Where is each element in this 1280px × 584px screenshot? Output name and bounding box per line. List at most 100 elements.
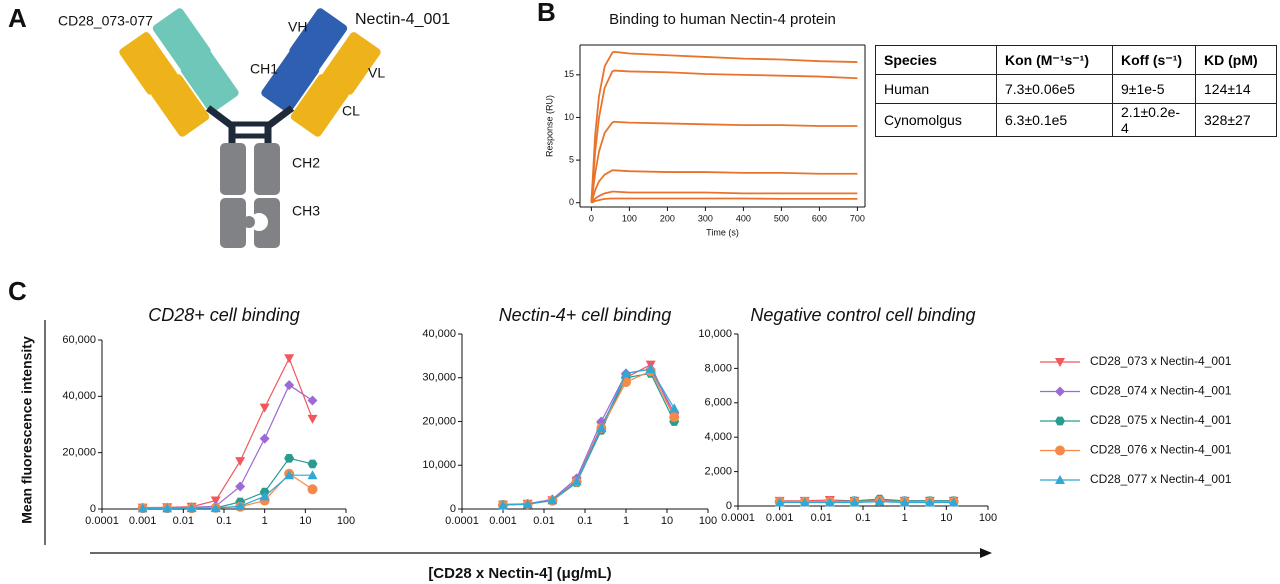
x-tick-label: 100 bbox=[337, 515, 355, 527]
y-tick-label: 8,000 bbox=[704, 362, 732, 374]
disulfide bbox=[232, 121, 268, 139]
marker bbox=[307, 414, 318, 424]
marker bbox=[571, 476, 582, 486]
diagram-label: CH2 bbox=[292, 155, 320, 171]
x-tick-label: 0.0001 bbox=[445, 515, 479, 527]
marker bbox=[824, 497, 835, 507]
diagram-label: CH3 bbox=[292, 203, 320, 219]
marker bbox=[259, 403, 270, 413]
y-tick-label: 0 bbox=[569, 197, 574, 207]
legend-label: CD28_075 x Nectin-4_001 bbox=[1090, 413, 1232, 427]
y-tick-label: 40,000 bbox=[422, 328, 456, 340]
series-line bbox=[590, 169, 858, 203]
legend-label: CD28_077 x Nectin-4_001 bbox=[1090, 472, 1232, 486]
arrow-head bbox=[980, 548, 992, 558]
marker bbox=[774, 497, 785, 507]
x-tick-label: 100 bbox=[622, 213, 637, 223]
chart-title: Nectin-4+ cell binding bbox=[499, 305, 672, 325]
marker bbox=[948, 497, 959, 507]
y-tick-label: 0 bbox=[90, 503, 96, 515]
series-line bbox=[142, 457, 313, 509]
marker bbox=[307, 395, 318, 406]
cell: Human bbox=[875, 74, 997, 104]
diagram-label: VH bbox=[288, 19, 307, 35]
marker bbox=[259, 491, 270, 501]
y-tick-label: 20,000 bbox=[422, 415, 456, 427]
domain bbox=[220, 143, 246, 195]
series-line bbox=[502, 370, 675, 506]
x-tick-label: 1 bbox=[902, 512, 908, 524]
x-tick-label: 500 bbox=[774, 213, 789, 223]
marker bbox=[235, 501, 246, 511]
domain bbox=[152, 8, 211, 71]
marker bbox=[498, 500, 508, 510]
series-line bbox=[502, 368, 675, 506]
cell: 124±14 bbox=[1195, 74, 1277, 104]
marker bbox=[210, 496, 221, 506]
marker bbox=[924, 497, 935, 507]
marker bbox=[235, 481, 246, 492]
diagram-label: CL bbox=[342, 103, 360, 119]
x-tick-label: 400 bbox=[736, 213, 751, 223]
x-tick-label: 0.001 bbox=[766, 512, 794, 524]
series-line bbox=[142, 384, 313, 509]
marker bbox=[284, 453, 295, 463]
diagram-label: CD28_073-077 bbox=[58, 13, 153, 29]
domain bbox=[220, 198, 246, 248]
marker bbox=[284, 354, 295, 364]
domain bbox=[261, 50, 320, 113]
cell: 6.3±0.1e5 bbox=[996, 103, 1113, 137]
x-tick-label: 0.1 bbox=[577, 515, 592, 527]
y-tick-label: 5 bbox=[569, 154, 574, 164]
marker bbox=[547, 495, 558, 505]
y-tick-label: 15 bbox=[564, 69, 574, 79]
chart-title: CD28+ cell binding bbox=[148, 305, 300, 325]
y-tick-label: 10,000 bbox=[698, 328, 732, 340]
cell: Cynomolgus bbox=[875, 103, 997, 137]
legend-marker bbox=[1055, 416, 1065, 426]
diagram-label: Nectin-4_001 bbox=[355, 11, 450, 28]
x-tick-label: 1 bbox=[262, 515, 268, 527]
x-tick-label: 200 bbox=[660, 213, 675, 223]
legend-label: CD28_074 x Nectin-4_001 bbox=[1090, 384, 1232, 398]
table-header: Species Kon (M⁻¹s⁻¹) Koff (s⁻¹) KD (pM) bbox=[875, 45, 1277, 75]
x-tick-label: 0.1 bbox=[855, 512, 870, 524]
domain bbox=[322, 32, 381, 95]
series-line bbox=[591, 197, 858, 204]
marker bbox=[307, 484, 318, 495]
y-tick-label: 60,000 bbox=[62, 334, 96, 346]
table-row: Cynomolgus 6.3±0.1e5 2.1±0.2e-4 328±27 bbox=[875, 103, 1277, 137]
series-line bbox=[779, 501, 954, 504]
legend-marker bbox=[1055, 358, 1065, 367]
header-cell: Species bbox=[875, 45, 997, 75]
series-line bbox=[590, 50, 858, 203]
marker bbox=[137, 503, 148, 513]
marker bbox=[645, 364, 656, 373]
legend-marker bbox=[1055, 445, 1065, 456]
marker bbox=[849, 497, 860, 507]
marker bbox=[307, 459, 318, 469]
x-axis-label: [CD28 x Nectin-4] (μg/mL) bbox=[428, 565, 611, 582]
y-tick-label: 30,000 bbox=[422, 372, 456, 384]
marker bbox=[162, 503, 173, 513]
header-cell: Koff (s⁻¹) bbox=[1112, 45, 1196, 75]
series-line bbox=[502, 372, 675, 506]
hinge bbox=[205, 105, 295, 146]
series-line bbox=[590, 190, 858, 204]
marker bbox=[899, 497, 910, 507]
marker bbox=[235, 457, 246, 467]
x-tick-label: 1 bbox=[623, 515, 629, 527]
x-tick-label: 700 bbox=[850, 213, 865, 223]
legend-label: CD28_073 x Nectin-4_001 bbox=[1090, 354, 1232, 368]
y-tick-label: 10 bbox=[564, 112, 574, 122]
marker bbox=[874, 496, 885, 506]
domain bbox=[289, 8, 348, 71]
y-tick-label: 4,000 bbox=[704, 431, 732, 443]
panel-label: B bbox=[537, 0, 556, 27]
marker bbox=[307, 470, 318, 480]
chart-title: Binding to human Nectin-4 protein bbox=[609, 11, 836, 28]
diagram-label: VL bbox=[368, 65, 385, 81]
marker bbox=[669, 403, 680, 413]
x-tick-label: 0.001 bbox=[489, 515, 517, 527]
